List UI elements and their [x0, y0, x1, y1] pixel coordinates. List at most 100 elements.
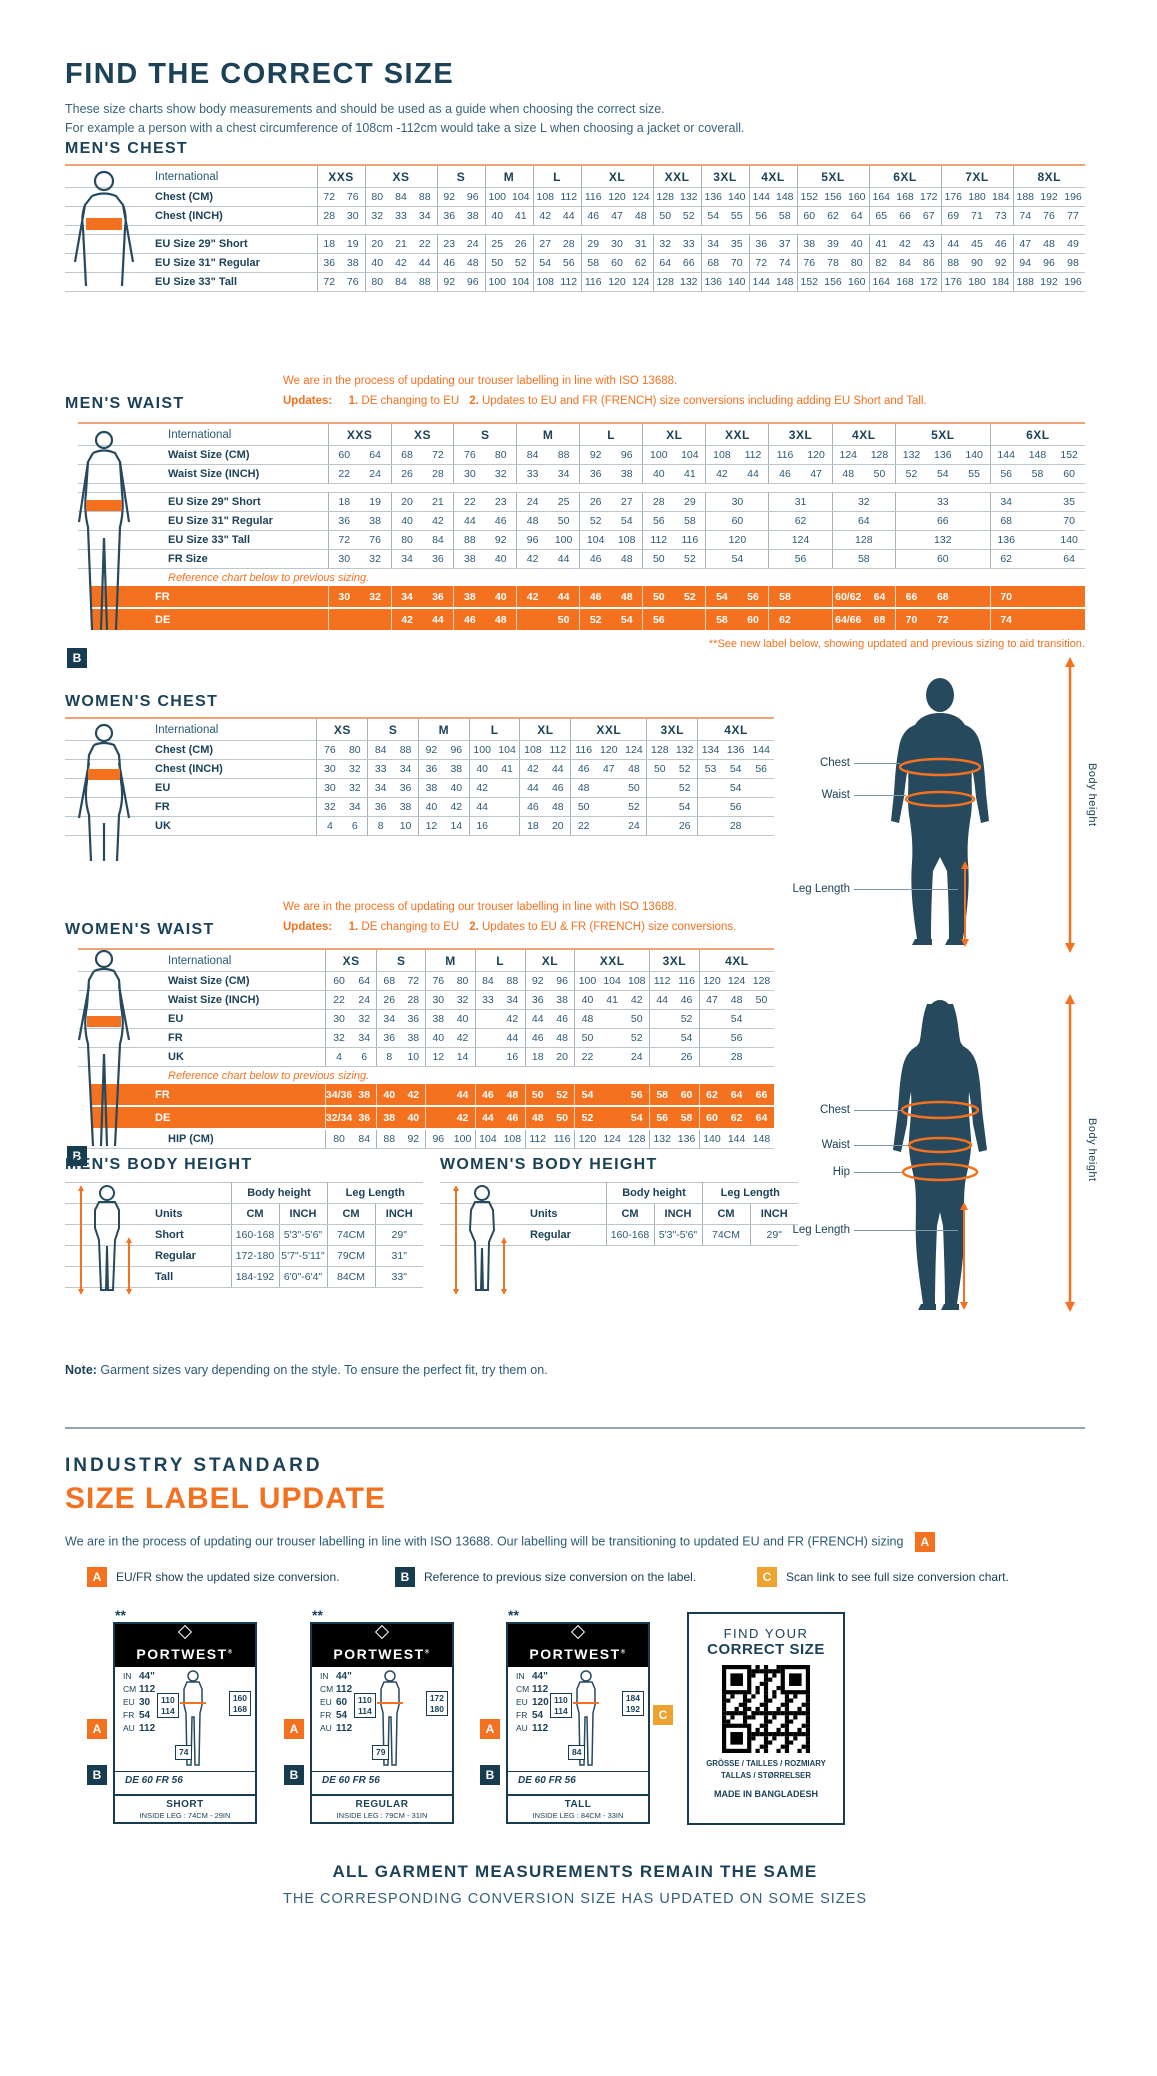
- size-cell: 30: [425, 990, 451, 1010]
- size-cell: 44: [737, 464, 769, 484]
- size-cell: [648, 1009, 675, 1029]
- hip-label: Hip: [832, 1166, 850, 1178]
- size-cell: 96: [461, 187, 485, 207]
- size-cell: 47: [800, 464, 833, 484]
- size-cell: 77: [1061, 206, 1085, 226]
- size-cell: 60: [674, 1084, 700, 1107]
- size-cell: 60: [605, 253, 629, 273]
- unit-column-header: INCH: [374, 1203, 423, 1225]
- measurement-cell: 33": [374, 1266, 423, 1288]
- row-label: FR: [64, 1084, 326, 1107]
- size-cell: 44: [940, 234, 965, 254]
- size-cell: [494, 778, 520, 798]
- label-row: EU 60: [320, 1697, 348, 1708]
- size-cell: 26: [376, 990, 402, 1010]
- size-cell: 88: [453, 530, 486, 550]
- measurement-cell: 184-192: [230, 1266, 279, 1288]
- size-cell: 72: [927, 608, 959, 632]
- size-cell: 96: [549, 971, 575, 991]
- size-cell: 46: [580, 206, 605, 226]
- reference-note: Reference chart below to previous sizing…: [168, 1069, 370, 1082]
- size-cell: 92: [436, 187, 461, 207]
- size-cell: 148: [749, 1129, 774, 1149]
- size-cell: 71: [965, 206, 989, 226]
- size-cell: 30: [705, 492, 769, 512]
- size-cell: 50: [570, 797, 597, 817]
- size-cell: 28: [401, 990, 426, 1010]
- size-cell: 80: [342, 740, 368, 760]
- size-cell: 86: [917, 253, 941, 273]
- size-cell: 28: [557, 234, 581, 254]
- size-cell: 132: [672, 740, 698, 760]
- section-title: WOMEN'S CHEST: [65, 693, 219, 710]
- size-column-header: 4XL: [831, 423, 896, 446]
- size-cell: 112: [557, 272, 581, 292]
- size-cell: 42: [389, 253, 413, 273]
- size-cell: 33: [677, 234, 701, 254]
- female-waist-icon: [77, 950, 131, 1147]
- size-cell: 36: [422, 586, 454, 609]
- label-footer: SHORT INSIDE LEG : 74CM - 29IN: [115, 1794, 255, 1820]
- size-cell: 24: [352, 990, 377, 1010]
- size-cell: 64: [831, 511, 896, 531]
- size-cell: 42: [390, 608, 423, 632]
- transition-stars: **: [508, 1607, 519, 1623]
- size-cell: 32: [359, 586, 392, 609]
- size-cell: 148: [773, 272, 797, 292]
- size-cell: 48: [629, 206, 653, 226]
- size-cell: 68: [863, 608, 896, 632]
- size-cell: 14: [443, 816, 470, 836]
- group-header: Leg Length: [701, 1182, 798, 1204]
- waist-highlight: [86, 500, 122, 511]
- size-cell: [697, 778, 723, 798]
- section-title: MEN'S CHEST: [65, 140, 189, 157]
- size-cell: [648, 1047, 675, 1067]
- size-cell: 80: [485, 445, 517, 465]
- label-row: CM 112: [516, 1684, 549, 1695]
- size-cell: 52: [677, 206, 701, 226]
- size-column-header: 6XL: [989, 423, 1085, 446]
- size-cell: 58: [648, 1084, 675, 1107]
- size-cell: 42: [705, 464, 738, 484]
- size-cell: 12: [425, 1047, 451, 1067]
- size-cell: 40: [443, 778, 470, 798]
- size-cell: 55: [725, 206, 749, 226]
- badge-legend: A EU/FR show the updated size conversion…: [65, 1567, 1085, 1589]
- size-cell: 64: [352, 971, 377, 991]
- size-column-header: S: [367, 718, 419, 741]
- size-cell: 140: [698, 1129, 725, 1149]
- waist-ring: [907, 1136, 973, 1154]
- section-mens-chest: MEN'S CHEST International XXS XS S M L XL XXL 3X…: [65, 140, 1085, 292]
- previous-sizing: DE 60 FR 56: [115, 1771, 255, 1794]
- size-cell: 76: [1037, 206, 1061, 226]
- size-cell: 55: [958, 464, 991, 484]
- size-cell: 66: [749, 1084, 774, 1107]
- portwest-logo: PORTWEST®: [312, 1624, 452, 1667]
- size-cell: 10: [401, 1047, 426, 1067]
- size-cell: 53: [697, 759, 723, 779]
- section-head: WOMEN'S WAIST We are in the process of u…: [65, 898, 774, 942]
- size-cell: [800, 608, 833, 632]
- label-row: CM 112: [123, 1684, 156, 1695]
- mens-measurement-figure: Chest Waist Leg Length Body height: [790, 655, 1130, 955]
- size-cell: 62: [768, 608, 801, 632]
- size-cell: 104: [509, 187, 533, 207]
- size-cell: [646, 816, 673, 836]
- size-cell: 38: [453, 549, 486, 569]
- size-cell: 29: [580, 234, 605, 254]
- size-cell: 104: [599, 971, 625, 991]
- row-label: UK: [78, 1047, 326, 1067]
- size-cell: 56: [648, 1106, 675, 1130]
- portwest-logo: PORTWEST®: [508, 1624, 648, 1667]
- size-cell: 192: [1037, 272, 1061, 292]
- size-cell: 80: [364, 272, 389, 292]
- row-label: Waist Size (INCH): [78, 990, 326, 1010]
- size-cell: 40: [468, 759, 495, 779]
- size-cell: [894, 492, 928, 512]
- legend-text: Scan link to see full size conversion ch…: [786, 1570, 1009, 1584]
- size-cell: 100: [450, 1129, 476, 1149]
- iso-note-line1: We are in the process of updating our tr…: [283, 901, 678, 913]
- size-cell: 20: [390, 492, 423, 512]
- size-cell: 78: [821, 253, 845, 273]
- size-cell: [474, 1047, 501, 1067]
